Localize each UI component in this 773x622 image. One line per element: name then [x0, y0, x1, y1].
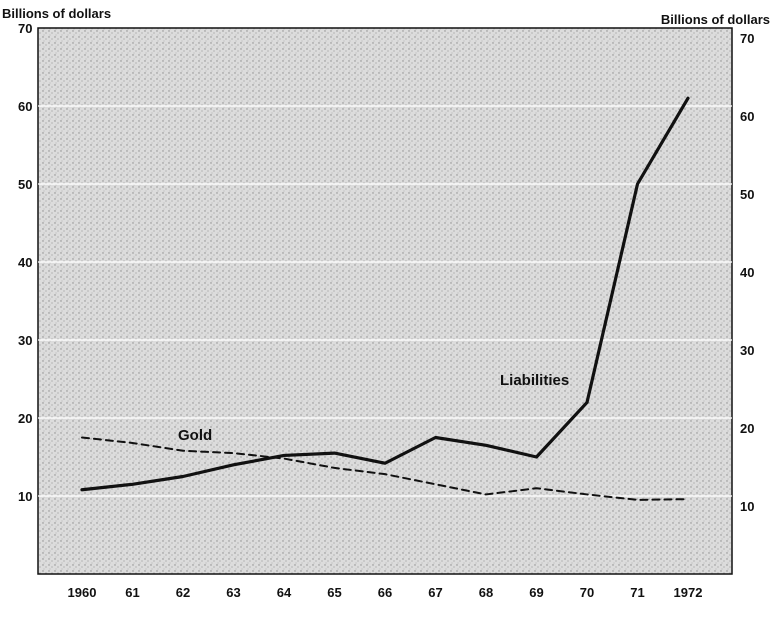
left-tick-label: 20: [18, 411, 32, 426]
series-layer: [80, 96, 690, 501]
right-tick-label: 20: [740, 421, 754, 436]
x-tick-label: 69: [529, 585, 543, 600]
x-tick-label: 1960: [68, 585, 97, 600]
left-tick-label: 40: [18, 255, 32, 270]
left-tick-label: 10: [18, 489, 32, 504]
left-axis-title: Billions of dollars: [2, 6, 111, 21]
gridlines: [38, 105, 732, 497]
right-tick-label: 40: [740, 265, 754, 280]
x-tick-label: 61: [125, 585, 139, 600]
x-tick-label: 70: [580, 585, 594, 600]
right-y-axis: 10 20 30 40 50 60 70: [740, 31, 754, 514]
right-tick-label: 50: [740, 187, 754, 202]
right-tick-label: 30: [740, 343, 754, 358]
x-tick-label: 64: [277, 585, 292, 600]
x-axis: 1960 61 62 63 64 65 66 67 68 69 70 71 1972: [68, 585, 703, 600]
right-tick-label: 60: [740, 109, 754, 124]
series-label-liabilities: Liabilities: [500, 372, 569, 389]
series-line-liabilities: [80, 96, 690, 492]
x-tick-label: 68: [479, 585, 493, 600]
x-tick-label: 62: [176, 585, 190, 600]
right-tick-label: 10: [740, 499, 754, 514]
right-axis-title: Billions of dollars: [661, 12, 770, 27]
left-tick-label: 30: [18, 333, 32, 348]
x-tick-label: 66: [378, 585, 392, 600]
x-tick-label: 71: [630, 585, 644, 600]
left-tick-label: 50: [18, 177, 32, 192]
x-tick-label: 67: [428, 585, 442, 600]
plot-area: [37, 27, 733, 575]
x-tick-label: 65: [327, 585, 341, 600]
series-line-gold: [81, 436, 689, 501]
left-y-axis: 10 20 30 40 50 60 70: [18, 21, 32, 504]
x-tick-label: 63: [226, 585, 240, 600]
left-tick-label: 70: [18, 21, 32, 36]
series-label-gold: Gold: [178, 427, 212, 444]
x-tick-label: 1972: [674, 585, 703, 600]
left-tick-label: 60: [18, 99, 32, 114]
right-tick-label: 70: [740, 31, 754, 46]
